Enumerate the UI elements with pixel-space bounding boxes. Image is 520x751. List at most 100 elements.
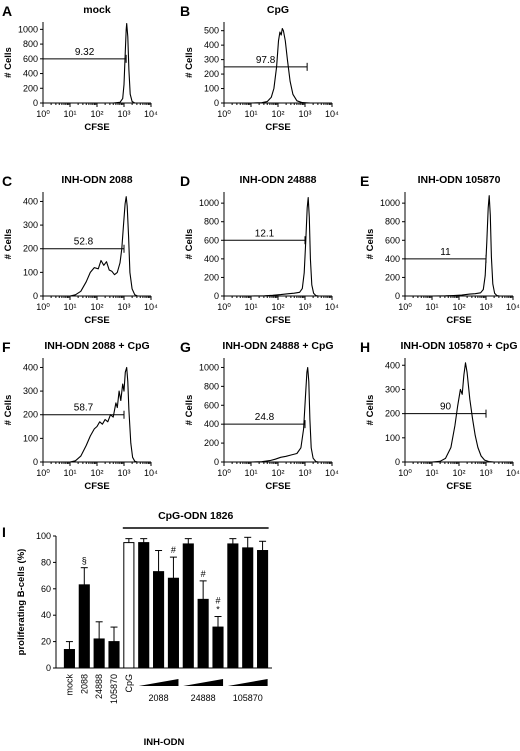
x-tick-label: 10⁴ (144, 109, 158, 119)
y-tick-label: 0 (214, 291, 219, 301)
y-tick-label: 600 (385, 235, 400, 245)
significance-mark: # (201, 569, 206, 579)
bar (78, 584, 90, 669)
histogram-panel-g: G INH-ODN 24888 + CpG 0 200 400 600 800 1000 10⁰… (180, 339, 339, 492)
y-tick-label: 600 (204, 400, 219, 410)
x-tick-label: 10⁰ (217, 302, 231, 312)
x-tick-label: 10⁰ (36, 468, 50, 478)
x-tick-label: 10¹ (244, 468, 257, 478)
bar (138, 542, 150, 669)
histogram-panel-b: B CpG 0 100 200 300 400 500 10⁰ 10¹ 10² 10³ 10⁴ CFSE #… (180, 3, 339, 133)
histogram-panel-c: C INH-ODN 2088 0 100 200 300 400 10⁰ 10¹ 10² 10³ 10… (2, 173, 158, 326)
panel-letter: G (180, 339, 191, 355)
significance-mark: # (215, 596, 220, 606)
x-tick-label: 10⁰ (398, 302, 412, 312)
x-tick-label: 10² (90, 302, 103, 312)
histogram-trace (250, 366, 332, 463)
x-tick-label: 10² (452, 468, 465, 478)
x-axis-label: CFSE (84, 315, 109, 326)
y-axis-label: # Cells (3, 229, 14, 260)
y-axis-label: # Cells (184, 229, 195, 260)
panel-letter: C (2, 173, 12, 189)
y-tick-label: 0 (33, 457, 38, 467)
y-tick-label: 300 (204, 55, 219, 65)
x-tick-label: 10² (271, 302, 284, 312)
panel-title: INH-ODN 2088 (61, 174, 132, 186)
gate-value: 9.32 (75, 47, 95, 58)
gate-value: 90 (440, 402, 452, 413)
bar (182, 543, 194, 669)
histogram-trace (69, 196, 151, 297)
y-tick-label: 400 (23, 69, 38, 79)
panel-title: INH-ODN 24888 + CpG (222, 340, 333, 352)
y-tick-label: 1000 (199, 362, 219, 372)
y-tick-label: 300 (23, 386, 38, 396)
y-tick-label: 600 (23, 54, 38, 64)
y-tick-label: 20 (41, 637, 51, 647)
y-tick-label: 0 (214, 457, 219, 467)
x-axis-label: CFSE (265, 315, 290, 326)
x-tick-label: 10³ (479, 468, 492, 478)
histogram-panel-f: F INH-ODN 2088 + CpG 0 100 200 300 400 10⁰ 10¹ 10… (2, 339, 158, 492)
x-axis-label: CFSE (84, 481, 109, 492)
x-axis-label: CFSE (446, 481, 471, 492)
x-tick-label: 10³ (298, 302, 311, 312)
gate-value: 11 (440, 247, 451, 258)
y-tick-label: 100 (385, 433, 400, 443)
x-tick-label: 10¹ (425, 302, 438, 312)
x-tick-label: 10¹ (63, 302, 76, 312)
x-tick-label: 10⁰ (217, 109, 231, 119)
panel-letter: A (2, 3, 12, 19)
group-label: 2088 (149, 693, 169, 703)
panel-title: mock (83, 4, 111, 16)
y-tick-label: 800 (385, 217, 400, 227)
panel-letter: B (180, 3, 190, 19)
dose-triangle (183, 679, 224, 686)
histogram-panel-e: E INH-ODN 105870 0 200 400 600 800 1000 10⁰ 10¹ 10… (360, 173, 520, 326)
y-tick-label: 800 (23, 39, 38, 49)
x-tick-label: 10¹ (63, 468, 76, 478)
x-axis-label: CFSE (84, 122, 109, 133)
x-tick-label: 10¹ (425, 468, 438, 478)
histogram-trace (431, 195, 513, 297)
gate-value: 52.8 (74, 237, 94, 248)
x-tick-label: 10⁰ (217, 468, 231, 478)
y-axis-label: # Cells (365, 395, 376, 426)
x-tick-label: 10³ (298, 109, 311, 119)
y-axis-label: # Cells (3, 395, 14, 426)
x-tick-label: 10¹ (63, 109, 76, 119)
y-tick-label: 0 (33, 98, 38, 108)
panel-title: CpG (267, 4, 289, 16)
x-axis-label: CFSE (446, 315, 471, 326)
x-tick-label: 10⁰ (36, 302, 50, 312)
y-tick-label: 200 (23, 244, 38, 254)
x-tick-label: 10⁴ (144, 468, 158, 478)
panel-letter: F (2, 339, 11, 355)
panel-title: INH-ODN 105870 (418, 174, 501, 186)
y-tick-label: 1000 (380, 198, 400, 208)
y-tick-label: 400 (204, 40, 219, 50)
y-tick-label: 400 (204, 254, 219, 264)
y-tick-label: 1000 (199, 198, 219, 208)
y-axis-label: # Cells (3, 47, 14, 78)
histogram-trace (69, 366, 151, 463)
x-tick-label: 10³ (117, 468, 130, 478)
x-tick-label: 10² (90, 109, 103, 119)
panel-title: INH-ODN 105870 + CpG (401, 340, 518, 352)
y-tick-label: 40 (41, 610, 51, 620)
y-tick-label: 500 (204, 26, 219, 36)
x-tick-label: 10⁴ (506, 302, 520, 312)
y-tick-label: 1000 (18, 24, 38, 34)
y-tick-label: 400 (23, 196, 38, 206)
bar (123, 542, 135, 669)
x-tick-label: 10³ (117, 109, 130, 119)
x-tick-label: 10⁴ (325, 302, 339, 312)
x-tick-label: 10³ (298, 468, 311, 478)
gate-value: 12.1 (255, 228, 275, 239)
histogram-trace (250, 27, 332, 104)
y-tick-label: 100 (204, 84, 219, 94)
y-axis-label: # Cells (365, 229, 376, 260)
y-tick-label: 0 (395, 291, 400, 301)
